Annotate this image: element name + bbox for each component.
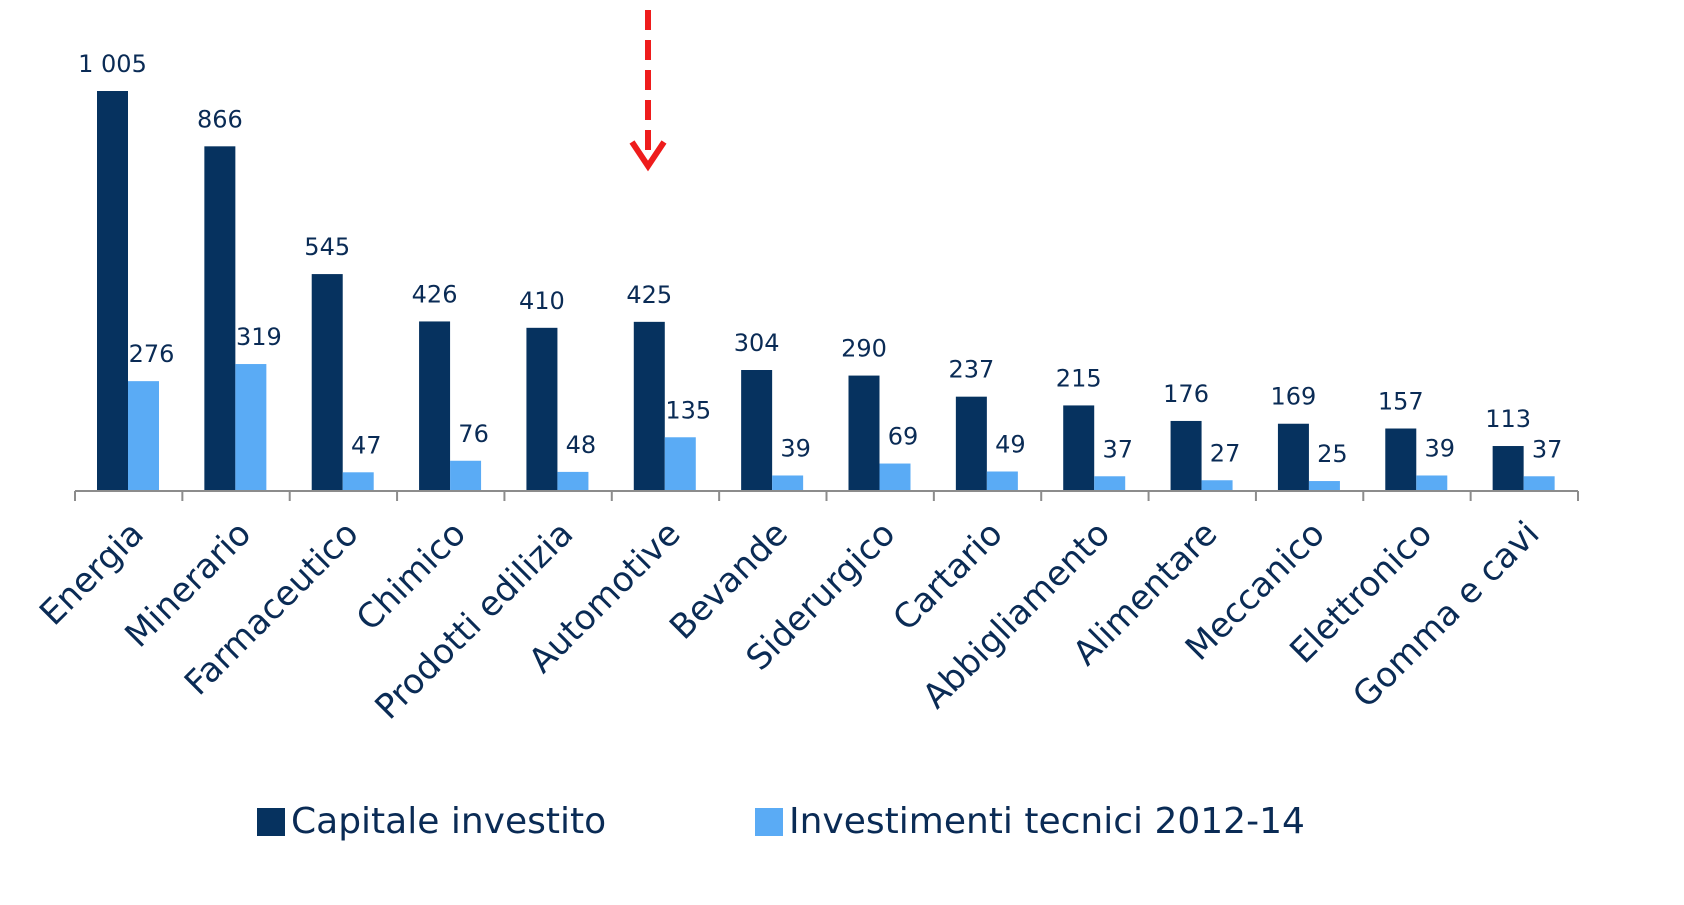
bar xyxy=(526,327,558,491)
data-label: 1 005 xyxy=(78,50,147,78)
legend-swatch xyxy=(755,808,783,836)
data-label: 426 xyxy=(412,280,458,308)
data-label: 135 xyxy=(665,396,711,424)
bar xyxy=(1416,475,1448,491)
data-label: 176 xyxy=(1163,380,1209,408)
x-tick-label: Prodotti edilizia xyxy=(367,514,581,728)
data-label: 290 xyxy=(841,335,887,363)
data-label: 545 xyxy=(304,233,350,261)
legend-label: Capitale investito xyxy=(291,801,606,842)
bar xyxy=(1201,480,1233,491)
data-label: 304 xyxy=(734,329,780,357)
bar xyxy=(235,364,267,491)
bar xyxy=(342,472,374,491)
data-label: 157 xyxy=(1378,388,1424,416)
data-label: 169 xyxy=(1271,383,1317,411)
data-label: 69 xyxy=(888,423,919,451)
bar xyxy=(1385,428,1417,491)
data-label: 319 xyxy=(236,323,282,351)
bar xyxy=(1063,405,1095,491)
bar xyxy=(879,463,911,491)
bar xyxy=(1277,423,1309,491)
bar xyxy=(204,146,236,492)
data-label: 113 xyxy=(1485,405,1531,433)
annotation-arrow xyxy=(629,10,667,172)
bar xyxy=(772,475,804,491)
bar xyxy=(1308,481,1340,491)
bar xyxy=(1523,476,1555,491)
bar xyxy=(1094,476,1126,491)
data-label: 49 xyxy=(995,430,1026,458)
data-label: 276 xyxy=(129,340,175,368)
data-label: 866 xyxy=(197,105,243,133)
bar xyxy=(741,370,773,491)
bar xyxy=(1492,446,1524,491)
bar xyxy=(848,375,880,491)
bar xyxy=(664,437,696,491)
data-label: 25 xyxy=(1317,440,1348,468)
data-label: 425 xyxy=(626,281,672,309)
bar xyxy=(128,381,159,491)
data-label: 39 xyxy=(1425,434,1456,462)
data-label: 47 xyxy=(351,431,382,459)
data-label: 27 xyxy=(1210,439,1241,467)
data-label: 237 xyxy=(948,356,994,384)
data-label: 37 xyxy=(1102,435,1133,463)
bar xyxy=(986,471,1018,491)
bar xyxy=(955,396,987,491)
data-label: 215 xyxy=(1056,364,1102,392)
bar xyxy=(557,471,589,491)
arrow-head xyxy=(629,140,667,172)
legend-swatch xyxy=(257,808,285,836)
data-label: 76 xyxy=(458,420,489,448)
data-label: 48 xyxy=(566,431,597,459)
bar xyxy=(450,460,482,491)
bar xyxy=(419,321,451,491)
x-tick-label: Abbigliamento xyxy=(915,514,1118,717)
x-tick-label: Gomma e cavi xyxy=(1345,514,1547,716)
bar xyxy=(1170,420,1202,491)
data-label: 37 xyxy=(1532,435,1563,463)
data-label: 410 xyxy=(519,287,565,315)
legend-label: Investimenti tecnici 2012-14 xyxy=(789,801,1305,842)
bar xyxy=(97,91,128,491)
data-label: 39 xyxy=(780,434,811,462)
bar xyxy=(311,274,343,491)
bar xyxy=(633,321,665,491)
